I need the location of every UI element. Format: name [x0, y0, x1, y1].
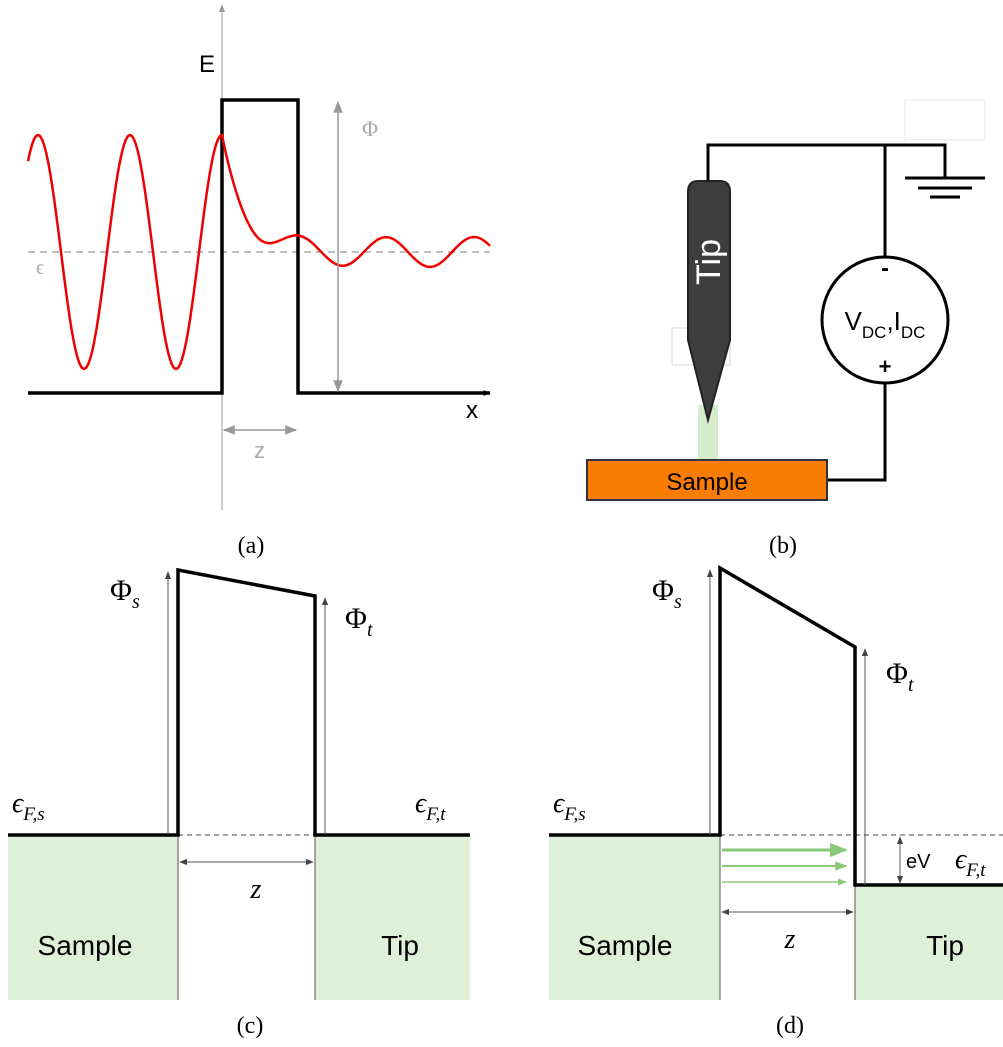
bias-label: eV: [906, 851, 931, 873]
symbol: ϵ: [12, 788, 25, 819]
subscript: t: [908, 674, 914, 696]
symbol: Φ: [110, 574, 132, 607]
subscript: F,s: [22, 804, 44, 825]
source-label: VDC,IDC: [845, 306, 926, 342]
phi-s-label: Φs: [652, 574, 682, 613]
sample-label: Sample: [578, 930, 673, 961]
sample-label: Sample: [38, 930, 133, 961]
panel-c: Φs Φt ϵF,s ϵF,t z Sample Tip (c): [8, 567, 470, 1039]
sample-region: [8, 835, 178, 1000]
wire: [827, 383, 887, 482]
phi-s-label: Φs: [110, 574, 140, 613]
plus-sign: +: [879, 354, 892, 379]
panel-d: Φs Φt ϵF,s ϵF,t eV z Sample Tip (d): [549, 564, 1003, 1039]
barrier: [28, 98, 490, 395]
x-label: x: [466, 397, 478, 424]
fermi-t-label: ϵF,t: [415, 788, 446, 825]
symbol: Φ: [345, 602, 367, 635]
tunneling-beam: [698, 405, 718, 462]
sample: [586, 459, 828, 501]
barrier: [549, 564, 1003, 887]
fermi-t-label: ϵF,t: [955, 844, 986, 881]
width-label: z: [254, 438, 265, 463]
level-label: ϵ: [36, 257, 44, 279]
tip-label: Tip: [690, 239, 728, 285]
sample-label: Sample: [666, 469, 747, 496]
subscript: DC: [901, 323, 926, 342]
source: [820, 255, 950, 385]
barrier-label: Φ: [362, 116, 378, 141]
caption: (b): [769, 533, 797, 559]
symbol: V: [845, 306, 863, 336]
tip: [687, 180, 731, 424]
symbol: Φ: [652, 574, 674, 607]
symbol: ϵ: [553, 788, 566, 819]
subscript: F,s: [563, 804, 585, 825]
placeholder-box: [904, 99, 986, 141]
barrier: [8, 567, 470, 837]
caption: (d): [776, 1013, 804, 1039]
symbol: ϵ: [955, 844, 968, 875]
width-label: z: [784, 924, 796, 955]
fermi-s-label: ϵF,s: [12, 788, 45, 825]
symbol: Φ: [886, 657, 908, 690]
subscript: t: [367, 619, 373, 641]
symbol: I: [894, 306, 901, 336]
subscript: DC: [862, 323, 887, 342]
fermi-s-label: ϵF,s: [553, 788, 586, 825]
subscript: s: [132, 591, 140, 613]
subscript: F,t: [425, 804, 446, 825]
tip-label: Tip: [381, 930, 419, 961]
energy-label: E: [199, 51, 215, 78]
symbol: ϵ: [415, 788, 428, 819]
tip-region: [315, 835, 470, 1000]
panel-b: - + VDC,IDC Tip Sample (b): [586, 99, 986, 559]
separator: ,: [886, 306, 893, 336]
phi-t-label: Φt: [886, 657, 914, 696]
width-label: z: [250, 874, 262, 905]
caption: (c): [237, 1013, 264, 1039]
tip-region: [855, 885, 1003, 1000]
sample-region: [549, 835, 720, 1000]
caption: (a): [238, 533, 265, 559]
subscript: F,t: [965, 860, 986, 881]
tip-label: Tip: [926, 930, 964, 961]
wire: [706, 143, 947, 185]
phi-t-label: Φt: [345, 602, 373, 641]
panel-a: E Φ ϵ x z (a): [26, 4, 491, 559]
subscript: s: [674, 591, 682, 613]
wavefunction: [26, 133, 491, 371]
minus-sign: -: [881, 255, 889, 282]
